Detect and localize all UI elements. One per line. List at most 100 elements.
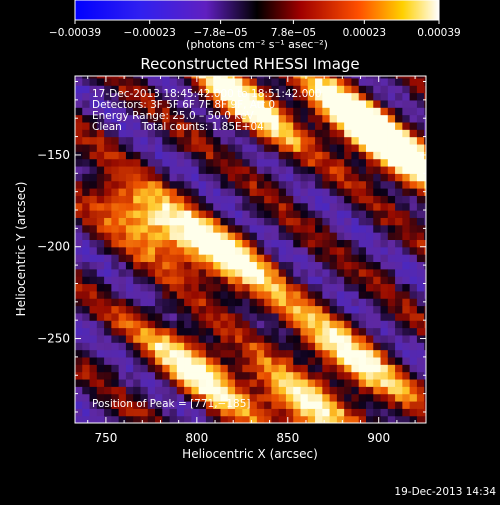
heatmap-cell (75, 386, 83, 395)
heatmap-cell (387, 276, 396, 285)
heatmap-cell (322, 114, 331, 123)
heatmap-cell (184, 99, 192, 108)
heatmap-cell (322, 371, 331, 380)
heatmap-cell (198, 114, 207, 123)
heatmap-cell (104, 165, 112, 174)
heatmap-cell (315, 239, 323, 248)
heatmap-cell (271, 371, 280, 380)
heatmap-cell (329, 77, 338, 86)
heatmap-cell (300, 400, 309, 409)
heatmap-cell (402, 400, 411, 409)
heatmap-cell (191, 371, 200, 380)
heatmap-cell (227, 121, 236, 130)
heatmap-cell (133, 364, 142, 373)
heatmap-cell (373, 386, 382, 395)
heatmap-cell (300, 408, 309, 417)
heatmap-cell (89, 261, 98, 270)
heatmap-cell (96, 334, 105, 343)
heatmap-cell (191, 342, 200, 351)
heatmap-cell (133, 158, 142, 167)
heatmap-cell (344, 320, 353, 329)
heatmap-cell (125, 76, 134, 79)
heatmap-cell (96, 415, 105, 423)
heatmap-cell (365, 356, 374, 365)
heatmap-cell (162, 114, 171, 123)
heatmap-cell (387, 393, 396, 402)
heatmap-cell (96, 246, 105, 255)
heatmap-cell (198, 320, 207, 329)
heatmap-cell (176, 187, 185, 196)
heatmap-cell (125, 349, 134, 358)
heatmap-cell (329, 246, 338, 255)
heatmap-cell (82, 298, 91, 307)
heatmap-cell (264, 349, 273, 358)
heatmap-cell (256, 165, 265, 174)
heatmap-cell (256, 173, 265, 182)
heatmap-cell (380, 305, 389, 314)
heatmap-cell (104, 99, 112, 108)
heatmap-cell (125, 224, 134, 233)
heatmap-cell (264, 92, 273, 101)
heatmap-cell (242, 165, 251, 174)
heatmap-cell (336, 342, 345, 351)
heatmap-cell (249, 342, 258, 351)
heatmap-cell (416, 371, 425, 380)
heatmap-cell (162, 187, 171, 196)
heatmap-cell (315, 232, 323, 240)
heatmap-cell (191, 76, 200, 79)
heatmap-cell (365, 342, 374, 351)
heatmap-cell (104, 107, 112, 116)
heatmap-cell (424, 305, 426, 314)
heatmap-cell (271, 92, 280, 101)
heatmap-cell (387, 386, 396, 395)
heatmap-cell (118, 92, 127, 101)
heatmap-cell (235, 261, 243, 270)
heatmap-cell (147, 254, 156, 263)
heatmap-cell (176, 400, 185, 409)
heatmap-cell (184, 312, 192, 321)
heatmap-cell (198, 232, 207, 240)
heatmap-cell (162, 393, 171, 402)
heatmap-cell (424, 386, 426, 395)
heatmap-cell (329, 356, 338, 365)
heatmap-cell (264, 342, 273, 351)
heatmap-cell (395, 114, 403, 123)
heatmap-cell (424, 99, 426, 108)
heatmap-cell (322, 408, 331, 417)
heatmap-cell (235, 268, 243, 277)
heatmap-cell (409, 210, 418, 218)
heatmap-cell (315, 400, 323, 409)
heatmap-cell (111, 217, 120, 226)
heatmap-cell (249, 187, 258, 196)
heatmap-cell (191, 415, 200, 423)
heatmap-cell (322, 290, 331, 299)
heatmap-cell (169, 349, 178, 358)
heatmap-cell (424, 320, 426, 329)
heatmap-cell (75, 217, 83, 226)
heatmap-cell (322, 195, 331, 204)
heatmap-cell (351, 165, 360, 174)
heatmap-cell (235, 136, 243, 145)
heatmap-cell (242, 246, 251, 255)
heatmap-cell (300, 254, 309, 263)
heatmap-cell (300, 151, 309, 160)
heatmap-cell (205, 232, 214, 240)
heatmap-cell (271, 408, 280, 417)
heatmap-cell (155, 187, 163, 196)
heatmap-cell (140, 415, 149, 423)
heatmap-cell (293, 173, 302, 182)
heatmap-cell (336, 283, 345, 292)
heatmap-cell (358, 408, 367, 417)
heatmap-cell (82, 202, 91, 211)
heatmap-cell (155, 217, 163, 226)
heatmap-cell (329, 408, 338, 417)
heatmap-cell (147, 393, 156, 402)
heatmap-cell (176, 290, 185, 299)
heatmap-cell (169, 312, 178, 321)
heatmap-cell (387, 85, 396, 94)
heatmap-cell (293, 76, 302, 79)
heatmap-cell (198, 202, 207, 211)
heatmap-cell (169, 210, 178, 218)
heatmap-cell (220, 356, 229, 365)
heatmap-cell (416, 136, 425, 145)
